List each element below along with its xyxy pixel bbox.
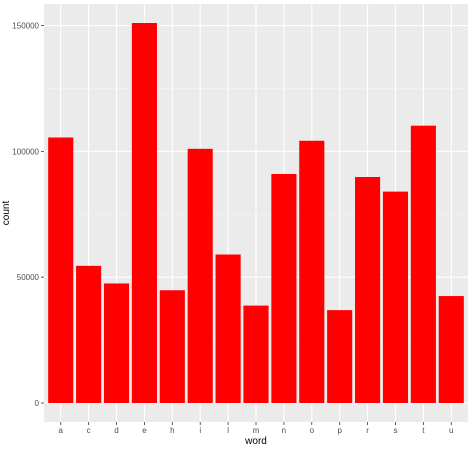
bar-a	[48, 137, 74, 404]
y-tick-label: 0	[35, 399, 40, 408]
x-tick-label: s	[393, 426, 397, 435]
x-tick-label: n	[282, 426, 286, 435]
x-tick-label: p	[337, 426, 342, 435]
bar-n	[271, 173, 297, 403]
bar-l	[215, 254, 241, 403]
x-tick-label: m	[253, 426, 260, 435]
bar-e	[131, 23, 157, 403]
bar-s	[382, 191, 409, 403]
x-tick-label: c	[87, 426, 91, 435]
bar-i	[187, 148, 213, 403]
x-tick-label: l	[227, 426, 229, 435]
y-tick-label: 150000	[12, 22, 39, 31]
x-tick-label: h	[170, 426, 174, 435]
y-tick-label: 50000	[17, 273, 40, 282]
y-axis: 0 50000 100000 150000	[12, 22, 44, 408]
x-tick-label: d	[114, 426, 118, 435]
x-tick-label: o	[310, 426, 315, 435]
bar-h	[159, 290, 185, 403]
x-tick-label: u	[449, 426, 453, 435]
bar-t	[410, 125, 436, 403]
y-tick-label: 100000	[12, 147, 39, 156]
bar-m	[243, 305, 269, 403]
bar-c	[76, 265, 102, 403]
bar-d	[103, 283, 130, 403]
bar-u	[438, 296, 464, 403]
x-tick-label: t	[422, 426, 425, 435]
bar-r	[355, 177, 381, 403]
x-tick-label: e	[142, 426, 147, 435]
bar-o	[299, 140, 325, 403]
x-tick-label: i	[199, 426, 201, 435]
bars	[48, 23, 464, 404]
bar-p	[327, 310, 353, 403]
x-tick-label: r	[366, 426, 369, 435]
x-tick-label: a	[59, 426, 64, 435]
y-axis-title: count	[1, 201, 12, 226]
x-axis-title: word	[244, 436, 267, 447]
